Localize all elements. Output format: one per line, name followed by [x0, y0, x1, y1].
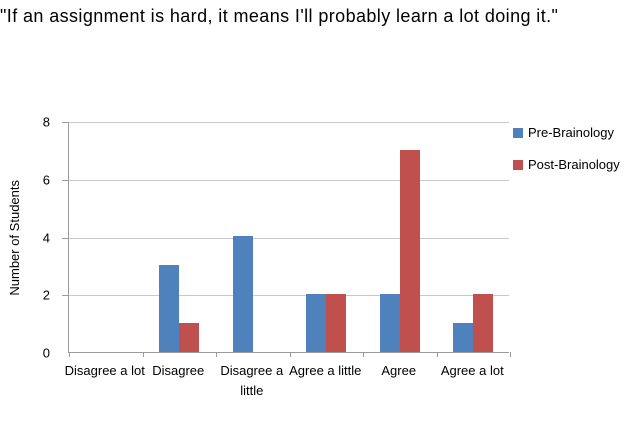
- x-tick-mark-4: [363, 352, 364, 357]
- legend: Pre-Brainology Post-Brainology: [513, 125, 620, 189]
- plot-area: [62, 122, 511, 357]
- legend-swatch-post-brainology: [513, 159, 523, 170]
- legend-item-post-brainology: Post-Brainology: [513, 157, 620, 172]
- y-axis-tick-labels: 0 2 4 6 8: [30, 115, 58, 361]
- x-tick-label-agree-a-lot: Agree a lot: [440, 363, 504, 378]
- x-tick-mark-6: [510, 352, 511, 357]
- x-tick-mark-5: [437, 352, 438, 357]
- x-tick-label-disagree-a-lot: Disagree a lot: [64, 363, 145, 378]
- x-tick-label-agree-a-little: Agree a little: [289, 363, 362, 378]
- x-tick-mark-1: [143, 352, 144, 357]
- x-tick-label-disagree-a-little: Disagree a little: [220, 363, 284, 398]
- chart-title: "If an assignment is hard, it means I'll…: [0, 6, 559, 26]
- y-tick-label-8: 8: [42, 114, 50, 130]
- bar-post-brainology-agree-a-little: [326, 294, 346, 352]
- y-axis-title: Number of Students: [6, 122, 22, 353]
- y-tick-label-0: 0: [42, 345, 50, 361]
- x-tick-label-agree: Agree: [381, 363, 417, 378]
- bar-pre-brainology-agree-a-lot: [453, 323, 473, 352]
- bar-pre-brainology-disagree: [159, 265, 179, 352]
- y-tick-mark-8: [62, 122, 69, 123]
- gridline-6: [69, 179, 509, 181]
- bar-post-brainology-agree-a-lot: [473, 294, 493, 352]
- y-axis-title-text: Number of Students: [6, 179, 22, 296]
- legend-item-pre-brainology: Pre-Brainology: [513, 125, 620, 140]
- gridline-4: [69, 237, 509, 239]
- y-tick-mark-2: [62, 295, 69, 297]
- x-tick-mark-0: [69, 352, 70, 357]
- gridline-8: [69, 122, 509, 123]
- y-tick-label-4: 4: [42, 230, 50, 245]
- bar-pre-brainology-agree-a-little: [306, 294, 326, 352]
- x-tick-label-disagree: Disagree: [152, 363, 205, 378]
- gridline-2: [69, 295, 509, 297]
- x-tick-mark-2: [216, 352, 217, 357]
- x-tick-mark-3: [290, 352, 291, 357]
- legend-swatch-pre-brainology: [513, 127, 523, 138]
- bar-post-brainology-agree: [400, 150, 420, 352]
- y-tick-mark-6: [62, 179, 69, 181]
- y-tick-label-6: 6: [42, 172, 50, 188]
- y-tick-label-2: 2: [42, 287, 50, 303]
- bar-pre-brainology-agree: [380, 294, 400, 352]
- legend-label-post-brainology: Post-Brainology: [528, 157, 620, 172]
- x-axis-category-labels: Disagree a lot Disagree Disagree a little A…: [65, 361, 509, 405]
- bar-post-brainology-disagree: [179, 323, 199, 352]
- legend-label-pre-brainology: Pre-Brainology: [528, 125, 614, 140]
- bar-pre-brainology-disagree-a-little: [233, 236, 253, 352]
- y-tick-mark-4: [62, 237, 69, 239]
